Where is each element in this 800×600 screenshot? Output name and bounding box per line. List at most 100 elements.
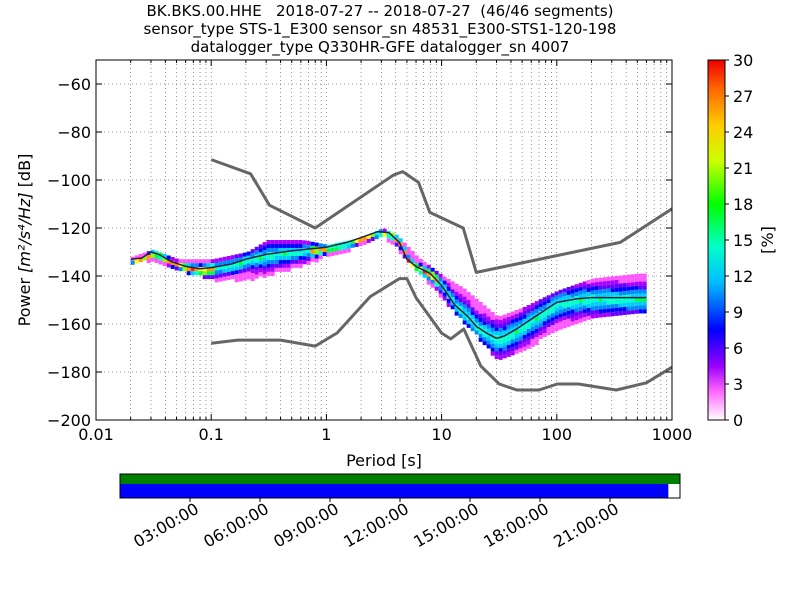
heatmap-cell: [202, 275, 207, 280]
heatmap-cell: [642, 285, 647, 290]
colorbar-tick-label: 6: [733, 339, 743, 358]
heatmap-cell: [510, 351, 515, 356]
heatmap-cell: [474, 298, 479, 303]
heatmap-cell: [634, 289, 639, 294]
heatmap-cell: [566, 294, 571, 299]
heatmap-cell: [514, 341, 519, 346]
heatmap-cell: [530, 334, 535, 339]
heatmap-cell: [502, 314, 507, 319]
heatmap-cell: [622, 299, 627, 304]
heatmap-cell: [514, 321, 519, 326]
heatmap-cell: [510, 319, 515, 324]
y-axis-label-unit: [m²/s⁴/Hz]: [15, 192, 34, 272]
heatmap-cell: [610, 308, 615, 313]
heatmap-cell: [266, 263, 271, 268]
heatmap-cell: [626, 290, 631, 295]
heatmap-cell: [498, 319, 503, 324]
heatmap-cell: [458, 286, 463, 291]
heatmap-cell: [434, 286, 439, 291]
heatmap-cell: [342, 249, 347, 254]
heatmap-cell: [374, 231, 379, 236]
heatmap-cell: [530, 318, 535, 323]
heatmap-cell: [550, 321, 555, 326]
heatmap-cell: [490, 323, 495, 328]
heatmap-cell: [562, 316, 567, 321]
colorbar-tick-label: 27: [733, 87, 753, 106]
heatmap-cell: [542, 305, 547, 310]
heatmap-cell: [306, 261, 311, 266]
heatmap-cell: [638, 297, 643, 302]
heatmap-cell: [538, 327, 543, 332]
heatmap-cell: [582, 285, 587, 290]
heatmap-cell: [382, 228, 387, 233]
heatmap-cell: [490, 319, 495, 324]
heatmap-cell: [242, 276, 247, 281]
heatmap-cell: [626, 282, 631, 287]
heatmap-cell: [266, 255, 271, 260]
heatmap-cell: [306, 249, 311, 254]
heatmap-cell: [266, 271, 271, 276]
heatmap-cell: [170, 260, 175, 265]
y-axis-label-suffix: [dB]: [15, 154, 34, 193]
heatmap-cell: [274, 243, 279, 248]
y-tick-label: −60: [57, 75, 91, 94]
heatmap-cell: [474, 318, 479, 323]
heatmap-cell: [266, 247, 271, 252]
heatmap-cell: [566, 286, 571, 291]
heatmap-cell: [414, 259, 419, 264]
heatmap-cell: [502, 330, 507, 335]
heatmap-cell: [618, 307, 623, 312]
heatmap-cell: [466, 295, 471, 300]
heatmap-cell: [414, 263, 419, 268]
heatmap-cell: [606, 308, 611, 313]
heatmap-cell: [602, 309, 607, 314]
heatmap-cell: [290, 243, 295, 248]
heatmap-cell: [262, 250, 267, 255]
heatmap-cell: [570, 285, 575, 290]
heatmap-cell: [610, 284, 615, 289]
heatmap-cell: [218, 265, 223, 270]
heatmap-cell: [258, 248, 263, 253]
y-tick-label: −160: [47, 315, 91, 334]
heatmap-cell: [202, 267, 207, 272]
heatmap-cell: [294, 263, 299, 268]
heatmap-cell: [586, 299, 591, 304]
heatmap-cell: [490, 315, 495, 320]
heatmap-cell: [526, 320, 531, 325]
heatmap-cell: [162, 254, 167, 259]
heatmap-cell: [490, 311, 495, 316]
heatmap-cell: [602, 285, 607, 290]
heatmap-cell: [478, 325, 483, 330]
heatmap-cell: [442, 292, 447, 297]
heatmap-cell: [298, 255, 303, 260]
heatmap-cell: [370, 233, 375, 238]
heatmap-cell: [574, 308, 579, 313]
heatmap-cell: [462, 288, 467, 293]
heatmap-cell: [430, 275, 435, 280]
heatmap-cell: [642, 301, 647, 306]
heatmap-cell: [534, 321, 539, 326]
heatmap-cell: [446, 279, 451, 284]
heatmap-cell: [434, 274, 439, 279]
heatmap-cell: [602, 277, 607, 282]
heatmap-cell: [310, 257, 315, 262]
heatmap-cell: [274, 251, 279, 256]
heatmap-cell: [406, 250, 411, 255]
heatmap-cell: [390, 232, 395, 237]
heatmap-cell: [410, 251, 415, 256]
heatmap-cell: [538, 323, 543, 328]
heatmap-cell: [542, 333, 547, 338]
heatmap-cell: [582, 293, 587, 298]
heatmap-cell: [606, 300, 611, 305]
heatmap-cell: [446, 286, 451, 291]
heatmap-cell: [494, 335, 499, 340]
heatmap-cell: [462, 308, 467, 313]
heatmap-cell: [230, 267, 235, 272]
heatmap-cell: [450, 301, 455, 306]
heatmap-cell: [238, 265, 243, 270]
heatmap-cell: [570, 313, 575, 318]
heatmap-cell: [538, 335, 543, 340]
heatmap-cell: [558, 321, 563, 326]
heatmap-cell: [262, 261, 267, 266]
heatmap-cell: [254, 262, 259, 267]
